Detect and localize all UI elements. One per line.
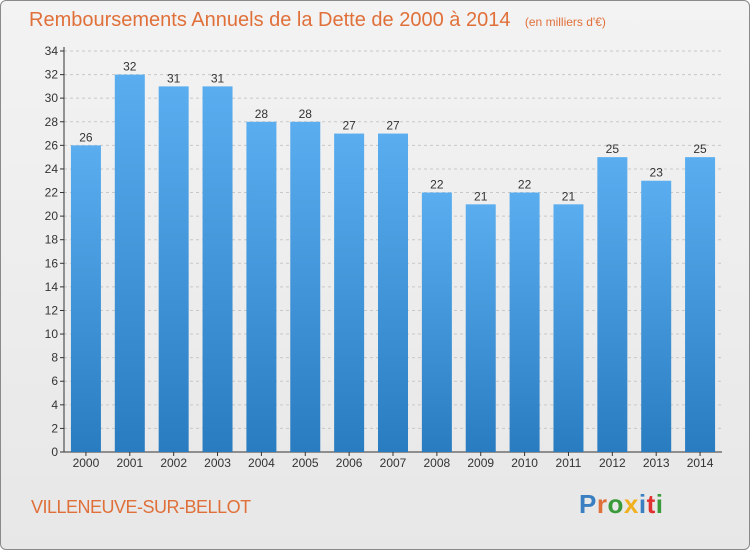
x-tick-label: 2013 [643,456,670,470]
logo-letter: i [638,489,647,519]
data-label: 22 [430,178,444,192]
y-tick-label: 2 [51,421,58,435]
y-tick-label: 26 [45,138,59,152]
y-tick-label: 24 [45,162,59,176]
data-label: 23 [650,166,664,180]
chart-title-text: Remboursements Annuels de la Dette de 20… [29,9,511,31]
y-tick-label: 6 [51,374,58,388]
chart-title: Remboursements Annuels de la Dette de 20… [29,9,606,32]
y-tick-label: 8 [51,351,58,365]
data-label: 26 [79,130,93,144]
y-tick-label: 18 [45,233,59,247]
bar [597,157,628,452]
bar [641,180,672,452]
logo-letter: x [623,489,639,519]
y-tick-label: 20 [45,209,59,223]
bar [553,204,584,452]
bar [246,121,277,452]
logo-letter: P [579,489,597,519]
bar [202,86,233,452]
y-tick-label: 10 [45,327,59,341]
x-tick-label: 2007 [380,456,407,470]
x-tick-label: 2011 [556,456,582,470]
x-tick-label: 2014 [687,456,714,470]
bar [378,133,408,452]
commune-name: VILLENEUVE-SUR-BELLOT [31,497,251,517]
x-tick-label: 2010 [511,456,538,470]
y-tick-label: 4 [51,398,58,412]
y-tick-label: 0 [51,445,58,459]
proxiti-logo: Proxiti [579,489,663,520]
logo-letter: r [596,489,608,519]
y-tick-label: 12 [45,303,59,317]
data-label: 31 [211,71,225,85]
y-tick-label: 28 [45,115,59,129]
logo-letter: i [655,489,664,519]
bar [509,192,540,452]
chart-unit-note: (en milliers d'€) [524,15,606,29]
bar [158,86,189,452]
data-label: 22 [518,178,532,192]
y-tick-label: 30 [45,91,59,105]
logo-letter: t [646,489,656,519]
y-tick-label: 16 [45,256,59,270]
x-tick-label: 2005 [292,456,319,470]
bar [290,121,321,452]
data-label: 27 [342,119,356,133]
bar [114,74,145,453]
x-tick-label: 2002 [160,456,187,470]
x-tick-label: 2012 [599,456,626,470]
x-tick-label: 2008 [424,456,451,470]
bar [465,204,496,452]
y-tick-label: 34 [45,44,59,58]
data-label: 28 [299,107,313,121]
x-tick-label: 2009 [467,456,494,470]
x-tick-label: 2000 [73,456,100,470]
x-tick-label: 2003 [204,456,231,470]
data-label: 21 [474,189,488,203]
logo-letter: o [607,489,624,519]
x-tick-label: 2004 [248,456,275,470]
data-label: 21 [562,189,576,203]
y-tick-label: 22 [45,186,59,200]
bar [334,133,365,452]
bar [70,145,101,452]
x-tick-label: 2001 [116,456,143,470]
x-tick-label: 2006 [336,456,363,470]
data-label: 32 [123,60,137,74]
data-label: 28 [255,107,269,121]
y-tick-label: 14 [45,280,59,294]
data-label: 27 [386,119,400,133]
y-tick-label: 32 [45,68,59,82]
bar [421,192,452,452]
bar [685,157,716,452]
data-label: 31 [167,71,181,85]
data-label: 25 [606,142,620,156]
data-label: 25 [693,142,707,156]
